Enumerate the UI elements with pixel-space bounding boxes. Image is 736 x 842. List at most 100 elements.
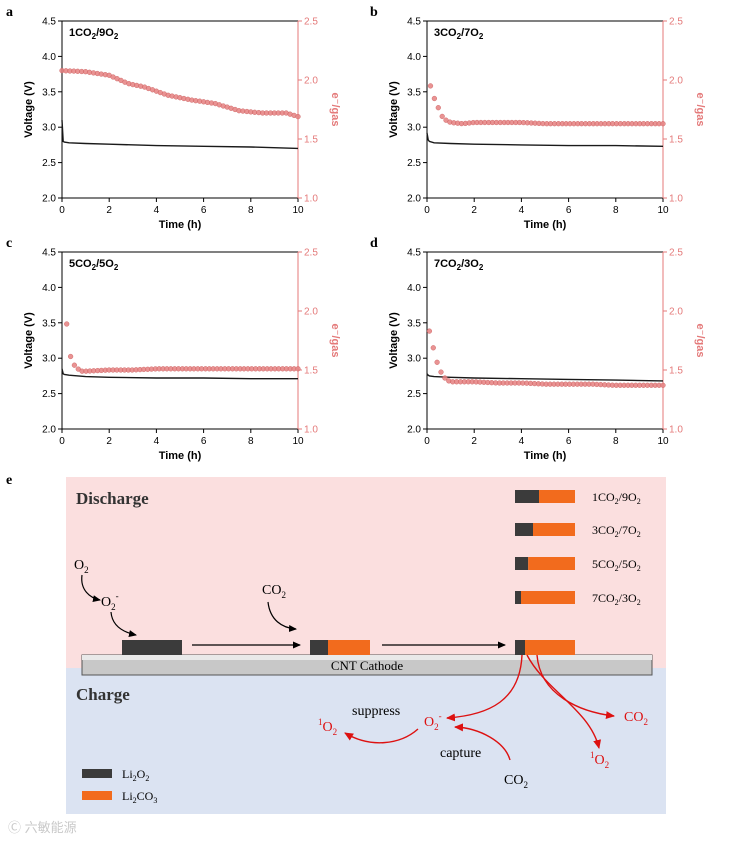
y2-tick-label: 2.5 — [669, 248, 683, 259]
ratio-bar-label: 1CO2/9O2 — [592, 490, 641, 506]
x-axis-label: Time (h) — [524, 450, 567, 462]
y2-tick-label: 1.0 — [304, 425, 318, 436]
y-tick-label: 2.0 — [407, 425, 421, 436]
egas-marker — [442, 375, 448, 381]
panel-letter-c: c — [6, 236, 12, 251]
egas-marker — [660, 382, 666, 388]
species-co2-top: CO2 — [262, 583, 286, 600]
ratio-bar-li2co3 — [528, 557, 575, 570]
x-tick-label: 8 — [248, 436, 254, 447]
cathode-label: CNT Cathode — [331, 658, 404, 673]
y-tick-label: 2.0 — [407, 194, 421, 205]
x-tick-label: 2 — [106, 436, 112, 447]
y2-tick-label: 1.5 — [304, 366, 318, 377]
x-tick-label: 8 — [248, 205, 254, 216]
gas-ratio-label: 7CO2/3O2 — [434, 258, 484, 272]
panel-letter-d: d — [370, 236, 378, 251]
capture-label: capture — [440, 746, 481, 761]
discharge-label: Discharge — [76, 489, 149, 508]
y2-tick-label: 2.5 — [669, 17, 683, 28]
y-tick-label: 4.0 — [407, 52, 421, 63]
y-tick-label: 4.0 — [407, 283, 421, 294]
egas-marker — [427, 83, 434, 89]
species-co2-bottom: CO2 — [504, 773, 528, 790]
x-axis-label: Time (h) — [524, 219, 567, 231]
egas-marker — [434, 359, 440, 365]
y2-tick-label: 2.0 — [669, 307, 683, 318]
x-tick-label: 0 — [424, 205, 430, 216]
y-axis-label: Voltage (V) — [23, 312, 35, 369]
ratio-bar-label: 5CO2/5O2 — [592, 557, 641, 573]
y2-tick-label: 1.0 — [669, 425, 683, 436]
y2-tick-label: 1.0 — [304, 194, 318, 205]
product-li2o2-only — [122, 640, 182, 655]
product-mixed-li2o2 — [310, 640, 328, 655]
cathode-highlight — [82, 655, 652, 660]
x-tick-label: 2 — [471, 436, 477, 447]
voltage-line — [426, 373, 664, 382]
y2-tick-label: 2.5 — [304, 248, 318, 259]
y2-tick-label: 1.5 — [669, 366, 683, 377]
product-final-li2co3 — [525, 640, 575, 655]
x-tick-label: 8 — [613, 205, 619, 216]
chart-panel-d: 0 2 4 6 8 10 2.0 2.5 3.0 3.5 4.0 4.5 1.0 1.5 2.0 2.5 Tim… — [388, 248, 706, 463]
y-tick-label: 2.5 — [407, 158, 421, 169]
chart-panel-c: 0 2 4 6 8 10 2.0 2.5 3.0 3.5 4.0 4.5 1.0 1.5 2.0 2.5 Tim… — [23, 248, 341, 463]
ratio-bar-list: 1CO2/9O2 3CO2/7O2 5CO2/5O2 7CO2/3O2 — [515, 490, 641, 607]
voltage-line — [61, 120, 299, 150]
x-tick-label: 4 — [154, 436, 160, 447]
arrow-o2-to-o2minus — [81, 574, 101, 603]
x-tick-label: 4 — [154, 205, 160, 216]
y-tick-label: 3.5 — [42, 87, 56, 98]
y2-tick-label: 2.0 — [669, 76, 683, 87]
x-tick-label: 10 — [657, 205, 669, 216]
egas-marker — [71, 362, 78, 368]
arrow-li2co3-to-singlet-o2 — [526, 654, 602, 749]
legend-swatch-li2o2 — [82, 769, 112, 778]
product-final-li2o2 — [515, 640, 525, 655]
suppress-label: suppress — [352, 704, 400, 719]
ratio-bar-li2o2 — [515, 591, 521, 604]
egas-marker — [295, 113, 301, 120]
x-tick-label: 8 — [613, 436, 619, 447]
chart-panel-a: 0 2 4 6 8 10 2.0 2.5 3.0 3.5 4.0 4.5 1.0 1.5 2.0 2.5 Tim… — [23, 17, 341, 232]
y2-tick-label: 1.5 — [304, 135, 318, 146]
y-tick-label: 4.5 — [407, 248, 421, 259]
y-axis-label: Voltage (V) — [388, 81, 400, 138]
x-tick-label: 6 — [201, 436, 207, 447]
gas-ratio-label: 5CO2/5O2 — [69, 258, 119, 272]
x-tick-label: 6 — [201, 205, 207, 216]
egas-marker — [438, 369, 444, 375]
ratio-bar-li2o2 — [515, 557, 529, 570]
egas-marker — [426, 328, 433, 334]
x-tick-label: 4 — [519, 436, 525, 447]
panel-letter-b: b — [370, 5, 378, 20]
egas-marker — [435, 105, 441, 111]
ratio-bar-li2co3 — [539, 490, 575, 503]
y-tick-label: 3.0 — [407, 354, 421, 365]
arrow-o2minus-to-li2o2 — [110, 611, 137, 637]
x-axis-label: Time (h) — [159, 450, 202, 462]
y-tick-label: 2.5 — [407, 389, 421, 400]
y2-axis-label: e⁻/gas — [329, 324, 341, 358]
y-tick-label: 3.0 — [42, 354, 56, 365]
arrow-o2minus-to-singlet-o2 — [344, 728, 419, 744]
charge-label: Charge — [76, 685, 130, 704]
arrow-li2o2-to-o2minus — [446, 654, 523, 722]
y-tick-label: 4.5 — [42, 248, 56, 259]
y-tick-label: 4.0 — [42, 52, 56, 63]
y-tick-label: 3.5 — [407, 87, 421, 98]
y-tick-label: 4.5 — [407, 17, 421, 28]
ratio-bar-label: 7CO2/3O2 — [592, 591, 641, 607]
watermark: Ⓒ 六敏能源 — [8, 820, 77, 835]
x-axis-label: Time (h) — [159, 219, 202, 231]
species-o2: O2 — [74, 558, 89, 575]
discharge-region — [66, 477, 666, 668]
x-tick-label: 0 — [59, 205, 65, 216]
arrow-co2-capture — [454, 723, 511, 761]
y-tick-label: 3.0 — [42, 123, 56, 134]
y-tick-label: 3.0 — [407, 123, 421, 134]
x-tick-label: 0 — [59, 436, 65, 447]
y-tick-label: 3.5 — [407, 318, 421, 329]
